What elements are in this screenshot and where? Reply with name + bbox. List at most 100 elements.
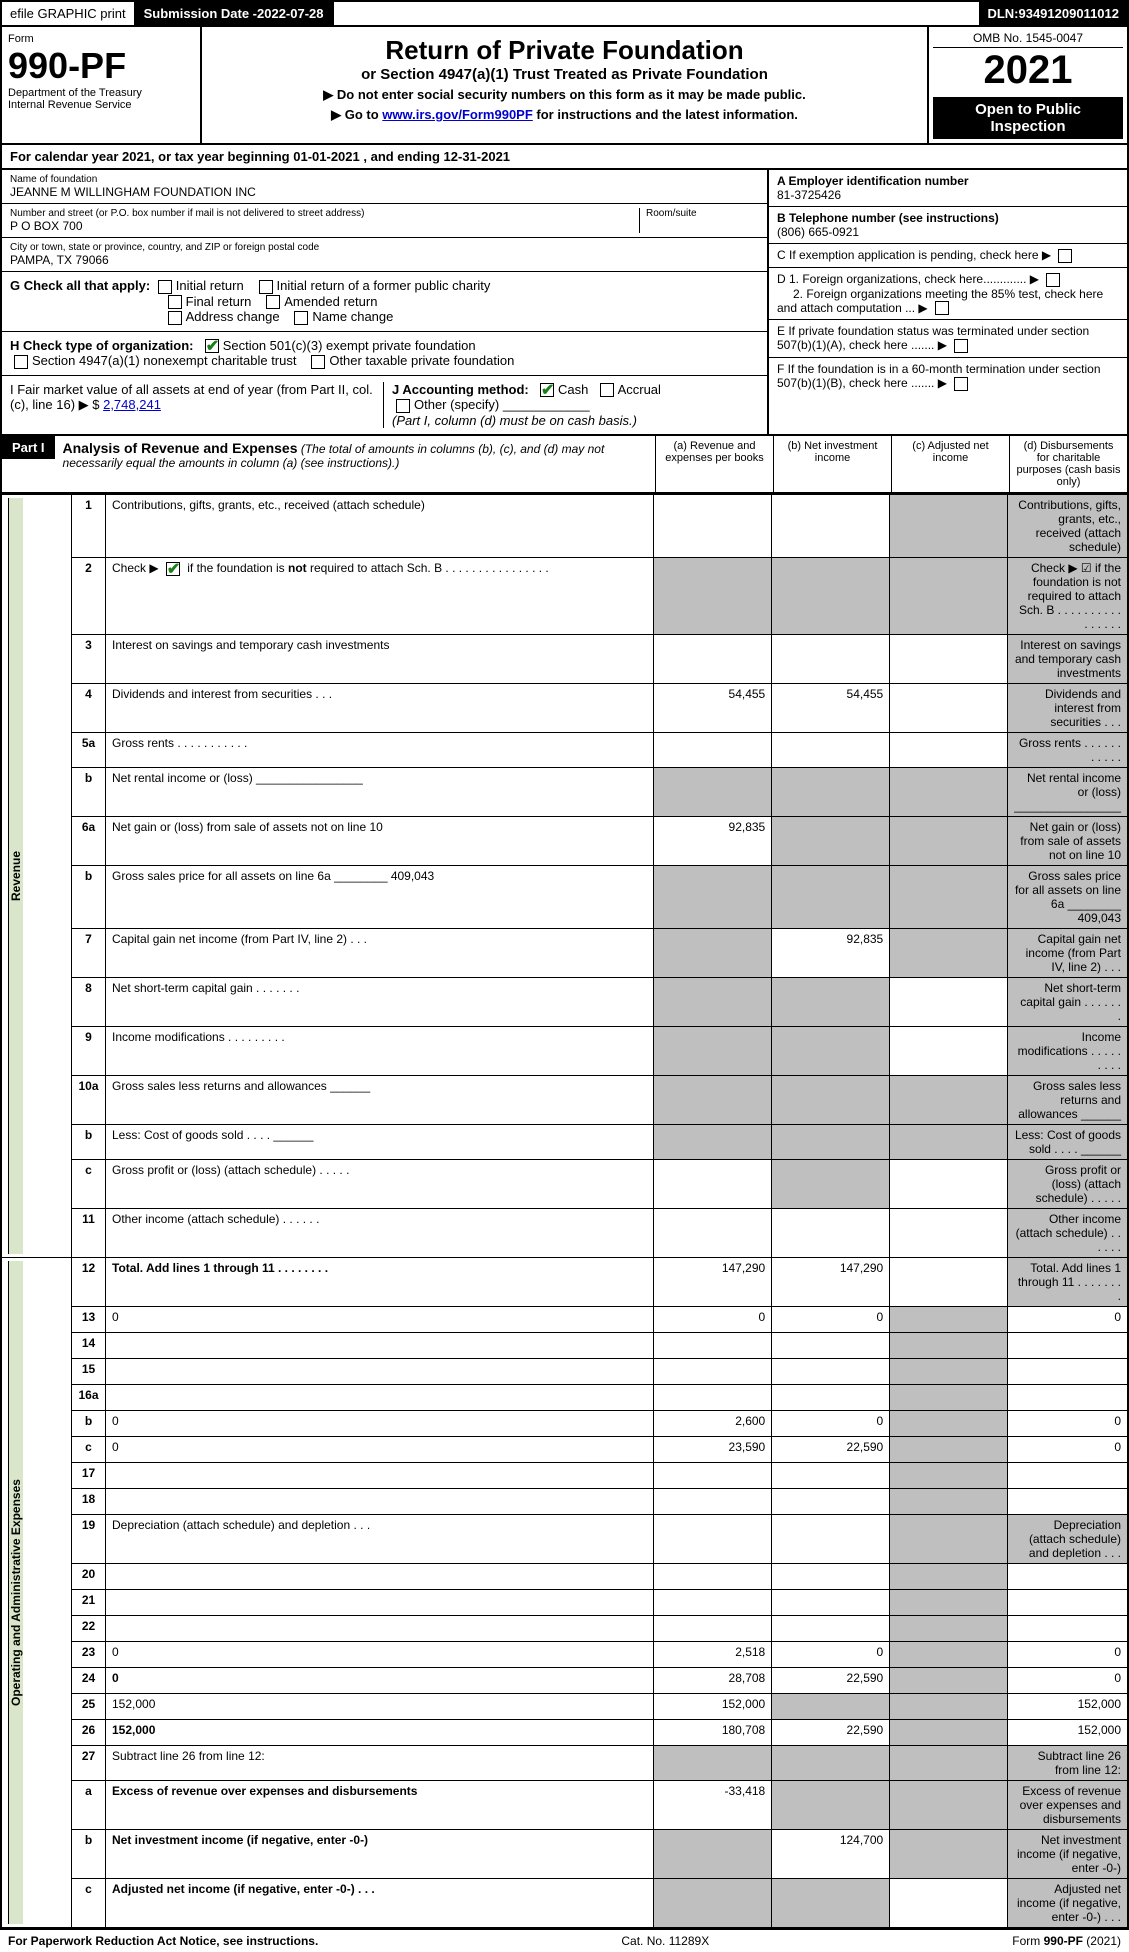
line-b-col-d: Net rental income or (loss) ____________…: [1008, 767, 1128, 816]
cb-e[interactable]: [954, 339, 968, 353]
i-value[interactable]: 2,748,241: [103, 397, 161, 412]
line-num: 27: [72, 1745, 106, 1780]
line-c-col-b: [772, 1159, 890, 1208]
line-12-col-d: Total. Add lines 1 through 11 . . . . . …: [1008, 1257, 1128, 1306]
part-1-title: Analysis of Revenue and Expenses: [63, 440, 298, 456]
cb-c[interactable]: [1058, 249, 1072, 263]
subdate-label: Submission Date -: [144, 6, 257, 21]
line-num: 11: [72, 1208, 106, 1257]
line-25: 25152,000152,000152,000: [1, 1693, 1128, 1719]
line-b-col-d: Net investment income (if negative, ente…: [1008, 1829, 1128, 1878]
top-bar: efile GRAPHIC print Submission Date - 20…: [0, 0, 1129, 27]
line-18-col-b: [772, 1488, 890, 1514]
line-desc: Gross profit or (loss) (attach schedule)…: [106, 1159, 654, 1208]
line-23-col-c: [890, 1641, 1008, 1667]
line-8-col-d: Net short-term capital gain . . . . . . …: [1008, 977, 1128, 1026]
cb-amended[interactable]: [266, 295, 280, 309]
line-21-col-b: [772, 1589, 890, 1615]
line-25-col-b: [772, 1693, 890, 1719]
line-21-col-c: [890, 1589, 1008, 1615]
h-opt-1: Section 501(c)(3) exempt private foundat…: [223, 338, 476, 353]
cb-d2[interactable]: [935, 301, 949, 315]
cb-initial-former[interactable]: [259, 280, 273, 294]
line-b: b02,60000: [1, 1410, 1128, 1436]
line-19-col-c: [890, 1514, 1008, 1563]
cb-initial-return[interactable]: [158, 280, 172, 294]
line-22: 22: [1, 1615, 1128, 1641]
line-b: bLess: Cost of goods sold . . . . ______…: [1, 1124, 1128, 1159]
line-19: 19Depreciation (attach schedule) and dep…: [1, 1514, 1128, 1563]
cb-name-change[interactable]: [294, 311, 308, 325]
phone: (806) 665-0921: [777, 225, 859, 239]
line-c-col-d: Adjusted net income (if negative, enter …: [1008, 1878, 1128, 1928]
line-b-col-c: [890, 1829, 1008, 1878]
line-2-col-d: Check ▶ ☑ if the foundation is not requi…: [1008, 557, 1128, 634]
line-22-col-c: [890, 1615, 1008, 1641]
line-desc: [106, 1488, 654, 1514]
line-5a-col-c: [890, 732, 1008, 767]
efile-button[interactable]: efile GRAPHIC print: [2, 2, 136, 25]
f-text: F If the foundation is in a 60-month ter…: [777, 362, 1101, 390]
cb-cash[interactable]: [540, 383, 554, 397]
line-1-col-b: [772, 494, 890, 557]
line-desc: [106, 1615, 654, 1641]
line-24-col-b: 22,590: [772, 1667, 890, 1693]
line-num: 22: [72, 1615, 106, 1641]
line-15: 15: [1, 1358, 1128, 1384]
line-24-col-a: 28,708: [654, 1667, 772, 1693]
cb-other-taxable[interactable]: [311, 355, 325, 369]
tax-year: 2021: [933, 48, 1123, 93]
line-c-col-a: [654, 1159, 772, 1208]
line-23: 2302,51800: [1, 1641, 1128, 1667]
line-b-col-c: [890, 1124, 1008, 1159]
line-16a: 16a: [1, 1384, 1128, 1410]
line-10a: 10aGross sales less returns and allowanc…: [1, 1075, 1128, 1124]
line-13: 130000: [1, 1306, 1128, 1332]
line-14-col-a: [654, 1332, 772, 1358]
line-c-col-c: [890, 1436, 1008, 1462]
cb-d1[interactable]: [1046, 273, 1060, 287]
cb-other-method[interactable]: [396, 399, 410, 413]
g-opt-4: Address change: [186, 309, 280, 324]
line-num: 25: [72, 1693, 106, 1719]
line-23-col-b: 0: [772, 1641, 890, 1667]
footer-cat: Cat. No. 11289X: [621, 1934, 709, 1948]
line-desc: Adjusted net income (if negative, enter …: [106, 1878, 654, 1928]
cb-final-return[interactable]: [168, 295, 182, 309]
line-24: 24028,70822,5900: [1, 1667, 1128, 1693]
cb-f[interactable]: [954, 377, 968, 391]
line-21-col-a: [654, 1589, 772, 1615]
cb-4947a1[interactable]: [14, 355, 28, 369]
line-desc: 152,000: [106, 1693, 654, 1719]
cb-sch-b[interactable]: [166, 562, 180, 576]
line-c-col-d: Gross profit or (loss) (attach schedule)…: [1008, 1159, 1128, 1208]
line-5a-col-a: [654, 732, 772, 767]
line-num: 3: [72, 634, 106, 683]
line-desc: Gross sales less returns and allowances …: [106, 1075, 654, 1124]
note2-pre: ▶ Go to: [331, 107, 382, 122]
line-num: 23: [72, 1641, 106, 1667]
line-11: 11Other income (attach schedule) . . . .…: [1, 1208, 1128, 1257]
line-num: 12: [72, 1257, 106, 1306]
line-b-col-b: [772, 767, 890, 816]
form-subtitle: or Section 4947(a)(1) Trust Treated as P…: [214, 66, 915, 83]
line-num: 26: [72, 1719, 106, 1745]
line-10a-col-b: [772, 1075, 890, 1124]
line-12: Operating and Administrative Expenses12T…: [1, 1257, 1128, 1306]
line-num: 4: [72, 683, 106, 732]
line-11-col-c: [890, 1208, 1008, 1257]
irs-link[interactable]: www.irs.gov/Form990PF: [382, 107, 533, 122]
address-row: Number and street (or P.O. box number if…: [2, 204, 767, 238]
g-opt-0: Initial return: [176, 278, 244, 293]
line-b-col-a: [654, 1124, 772, 1159]
line-c-col-a: [654, 1878, 772, 1928]
cb-501c3[interactable]: [205, 339, 219, 353]
e-text: E If private foundation status was termi…: [777, 324, 1089, 352]
cb-address-change[interactable]: [168, 311, 182, 325]
line-c-col-c: [890, 1159, 1008, 1208]
line-num: b: [72, 865, 106, 928]
line-20-col-d: [1008, 1563, 1128, 1589]
line-5a-col-d: Gross rents . . . . . . . . . . .: [1008, 732, 1128, 767]
h-opt-3: Other taxable private foundation: [329, 353, 514, 368]
cb-accrual[interactable]: [600, 383, 614, 397]
